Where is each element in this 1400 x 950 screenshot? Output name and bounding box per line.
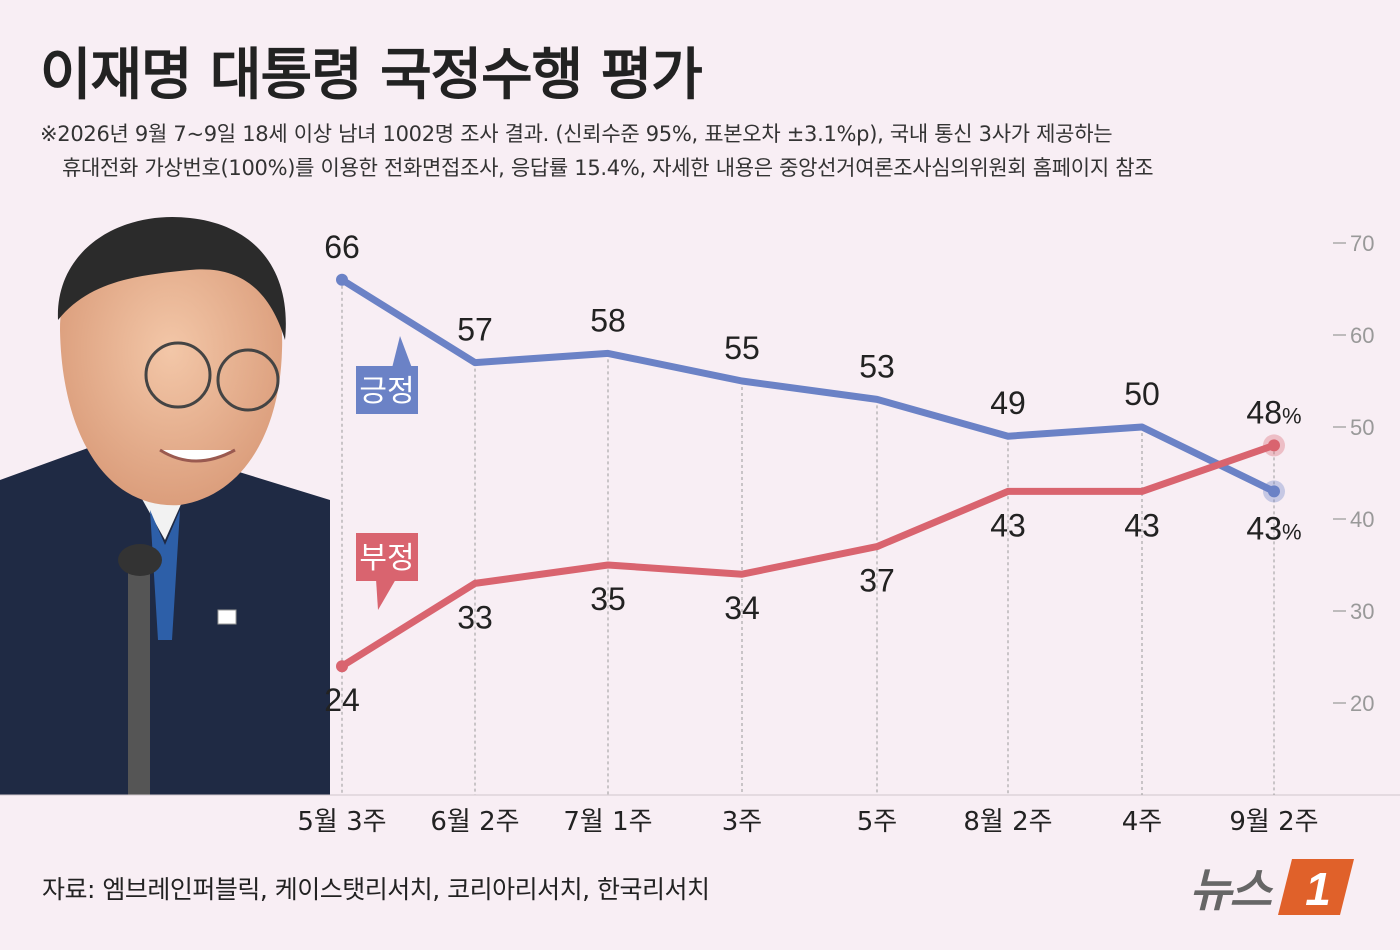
series-line-negative (338, 441, 1278, 670)
data-point (1268, 439, 1280, 452)
y-tick-label: 20 (1350, 691, 1374, 716)
x-tick-label: 4주 (1122, 807, 1162, 837)
brand-name: 뉴스 (1189, 863, 1272, 917)
data-label: 43 (990, 507, 1026, 543)
brand-mark-label: 1 (1305, 863, 1331, 915)
y-tick-label: 30 (1350, 599, 1374, 624)
president-photo (0, 216, 330, 795)
x-tick-label: 6월 2주 (430, 807, 519, 837)
x-tick-label: 5월 3주 (297, 807, 386, 837)
x-tick-label: 5주 (857, 807, 897, 837)
legend-positive-text: 긍정 (359, 374, 414, 409)
y-tick-label: 50 (1350, 415, 1374, 440)
data-point (336, 273, 348, 286)
y-tick-label: 40 (1350, 507, 1374, 532)
data-label: 48% (1246, 394, 1301, 430)
brand-mark-icon: 1 (1278, 859, 1354, 915)
brand-logo: 뉴스 1 (1189, 852, 1356, 922)
legend-positive-box (356, 366, 418, 414)
data-label: 33 (457, 599, 493, 635)
data-label: 43 (1124, 507, 1160, 543)
data-point (336, 660, 348, 673)
data-label: 43% (1246, 510, 1301, 546)
y-tick-label: 70 (1350, 231, 1374, 256)
legend-negative-box (356, 533, 418, 581)
data-label: 37 (859, 563, 895, 599)
data-label: 24 (324, 682, 360, 718)
y-tick-label: 60 (1350, 323, 1374, 348)
data-label: 58 (590, 302, 626, 338)
x-tick-label: 3주 (722, 807, 762, 837)
data-label: 50 (1124, 376, 1160, 412)
survey-note-line1: ※2026년 9월 7~9일 18세 이상 남녀 1002명 조사 결과. (신… (40, 122, 1113, 146)
x-tick-label: 7월 1주 (563, 807, 652, 837)
data-label: 49 (990, 385, 1026, 421)
data-source: 자료: 엠브레인퍼블릭, 케이스탯리서치, 코리아리서치, 한국리서치 (42, 875, 710, 904)
data-label: 57 (457, 312, 493, 348)
data-label: 35 (590, 581, 626, 617)
data-label: 55 (724, 330, 760, 366)
x-tick-label: 8월 2주 (963, 807, 1052, 837)
data-label: 34 (724, 590, 760, 626)
series-line-positive (338, 276, 1278, 495)
data-label: 66 (324, 229, 360, 265)
data-point (1268, 485, 1280, 498)
legend-negative: 부정 (356, 533, 418, 610)
chart-title: 이재명 대통령 국정수행 평가 (40, 43, 703, 108)
legend-positive: 긍정 (356, 336, 418, 414)
legend-positive-tail (392, 336, 412, 368)
legend-negative-text: 부정 (359, 541, 414, 576)
x-tick-label: 9월 2주 (1229, 807, 1318, 837)
survey-note-line2: 휴대전화 가상번호(100%)를 이용한 전화면접조사, 응답률 15.4%, … (62, 156, 1154, 180)
legend-negative-tail (376, 579, 396, 610)
data-label: 53 (859, 348, 895, 384)
